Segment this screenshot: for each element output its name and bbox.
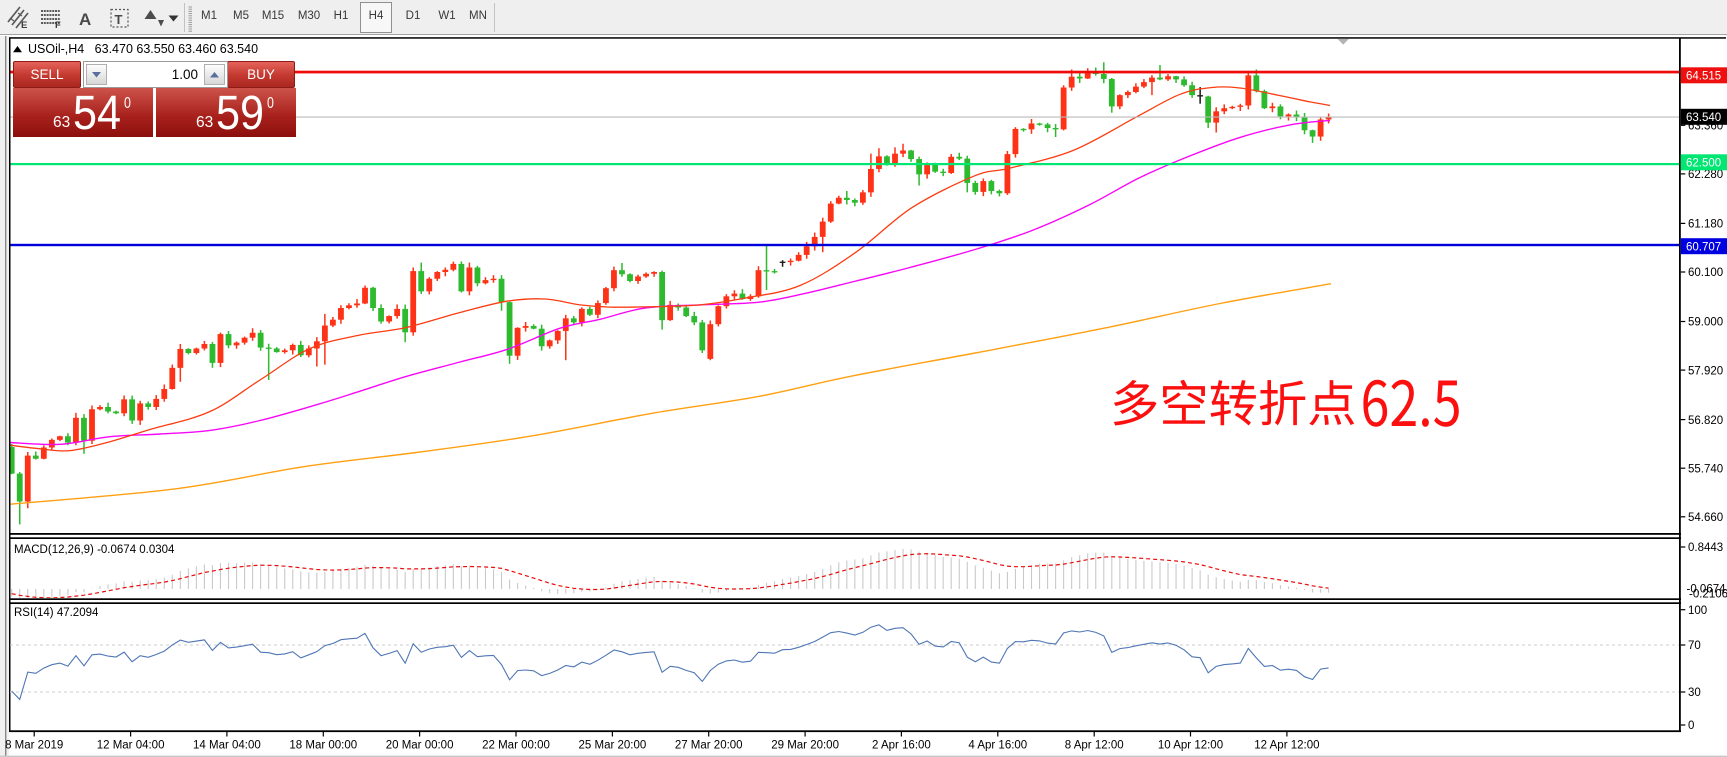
svg-text:F: F: [55, 20, 61, 31]
svg-text:RSI(14) 47.2094: RSI(14) 47.2094: [14, 607, 99, 619]
svg-text:10 Apr 12:00: 10 Apr 12:00: [1158, 740, 1223, 752]
svg-text:12 Mar 04:00: 12 Mar 04:00: [97, 740, 165, 752]
svg-text:30: 30: [1688, 687, 1701, 699]
svg-text:8 Mar 2019: 8 Mar 2019: [5, 740, 63, 752]
svg-text:12 Apr 12:00: 12 Apr 12:00: [1254, 740, 1319, 752]
svg-text:63.540: 63.540: [1686, 112, 1721, 124]
svg-text:70: 70: [1688, 640, 1701, 652]
svg-text:-0.2106: -0.2106: [1689, 589, 1727, 601]
svg-text:60.100: 60.100: [1688, 267, 1723, 279]
svg-text:-0.0674: -0.0674: [1687, 584, 1727, 596]
svg-text:E: E: [21, 20, 27, 31]
svg-text:T: T: [115, 12, 123, 27]
svg-text:22 Mar 00:00: 22 Mar 00:00: [482, 740, 550, 752]
svg-text:64.515: 64.515: [1686, 71, 1721, 83]
svg-text:54.660: 54.660: [1688, 512, 1723, 524]
svg-text:18 Mar 00:00: 18 Mar 00:00: [289, 740, 357, 752]
svg-text:60.707: 60.707: [1686, 242, 1721, 254]
svg-text:62.500: 62.500: [1686, 158, 1721, 170]
svg-text:25 Mar 20:00: 25 Mar 20:00: [579, 740, 647, 752]
svg-text:0.8443: 0.8443: [1688, 542, 1723, 554]
svg-text:A: A: [79, 10, 91, 29]
svg-text:59.000: 59.000: [1688, 317, 1723, 329]
svg-text:27 Mar 20:00: 27 Mar 20:00: [675, 740, 743, 752]
svg-text:56.820: 56.820: [1688, 415, 1723, 427]
svg-text:55.740: 55.740: [1688, 463, 1723, 475]
svg-text:14 Mar 04:00: 14 Mar 04:00: [193, 740, 261, 752]
svg-text:20 Mar 00:00: 20 Mar 00:00: [386, 740, 454, 752]
svg-text:57.920: 57.920: [1688, 365, 1723, 377]
svg-text:61.180: 61.180: [1688, 219, 1723, 231]
svg-text:0: 0: [1688, 720, 1694, 732]
svg-text:MACD(12,26,9) -0.0674 0.0304: MACD(12,26,9) -0.0674 0.0304: [14, 544, 175, 556]
svg-text:62.280: 62.280: [1688, 169, 1723, 181]
svg-text:29 Mar 20:00: 29 Mar 20:00: [771, 740, 839, 752]
svg-text:4 Apr 16:00: 4 Apr 16:00: [968, 740, 1027, 752]
svg-text:100: 100: [1688, 605, 1707, 617]
svg-text:2 Apr 16:00: 2 Apr 16:00: [872, 740, 931, 752]
svg-text:8 Apr 12:00: 8 Apr 12:00: [1065, 740, 1124, 752]
